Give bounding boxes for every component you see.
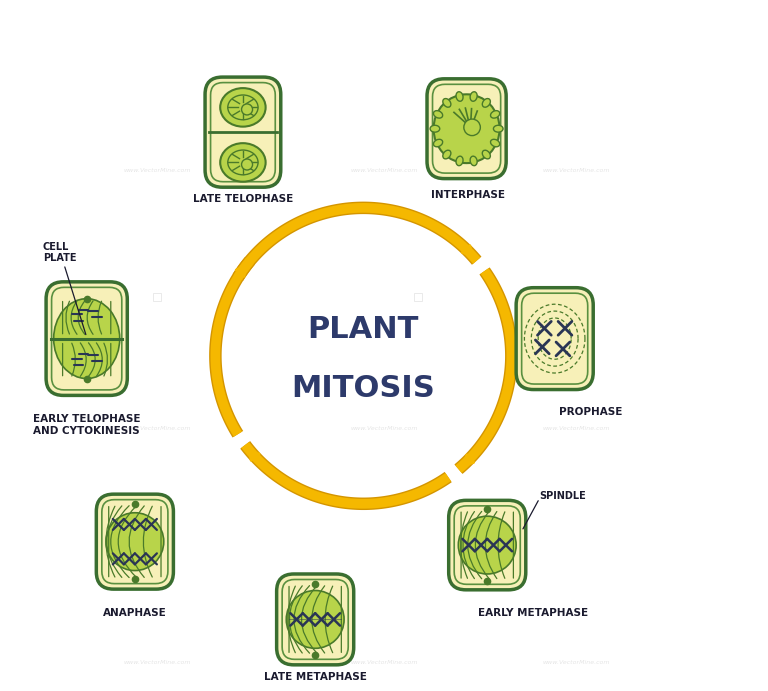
Text: PROPHASE: PROPHASE [560,408,623,417]
Text: CELL
PLATE: CELL PLATE [43,242,76,263]
FancyBboxPatch shape [276,574,354,665]
Text: INTERPHASE: INTERPHASE [431,190,505,200]
Ellipse shape [430,125,440,132]
Ellipse shape [434,94,500,163]
Ellipse shape [228,95,258,120]
Ellipse shape [456,156,463,166]
Ellipse shape [470,156,477,166]
Ellipse shape [493,125,503,132]
Text: ANAPHASE: ANAPHASE [103,608,167,618]
FancyBboxPatch shape [449,500,526,590]
Ellipse shape [433,111,442,118]
FancyBboxPatch shape [516,287,593,390]
Text: LATE METAPHASE: LATE METAPHASE [263,672,366,683]
Text: EARLY METAPHASE: EARLY METAPHASE [478,608,588,618]
Text: MITOSIS: MITOSIS [292,375,435,404]
Ellipse shape [286,591,344,648]
Ellipse shape [433,140,442,146]
Text: LATE TELOPHASE: LATE TELOPHASE [193,194,293,204]
Text: www.VectorMine.com: www.VectorMine.com [350,426,418,430]
Ellipse shape [220,88,266,126]
Ellipse shape [482,99,490,107]
FancyBboxPatch shape [96,494,174,589]
Text: EARLY TELOPHASE
AND CYTOKINESIS: EARLY TELOPHASE AND CYTOKINESIS [33,415,141,436]
Text: www.VectorMine.com: www.VectorMine.com [123,660,190,665]
Text: www.VectorMine.com: www.VectorMine.com [350,167,418,173]
Text: www.VectorMine.com: www.VectorMine.com [350,660,418,665]
Ellipse shape [458,516,516,574]
FancyBboxPatch shape [46,282,127,395]
Ellipse shape [54,299,120,379]
Ellipse shape [443,99,451,107]
Text: PLANT: PLANT [308,315,419,344]
Ellipse shape [464,119,480,135]
Ellipse shape [482,150,490,159]
Ellipse shape [228,150,258,175]
Ellipse shape [443,150,451,159]
Text: www.VectorMine.com: www.VectorMine.com [543,167,611,173]
Ellipse shape [491,111,500,118]
Text: www.VectorMine.com: www.VectorMine.com [123,426,190,430]
FancyBboxPatch shape [205,77,281,187]
Text: SPINDLE: SPINDLE [540,491,586,500]
Text: www.VectorMine.com: www.VectorMine.com [543,426,611,430]
Ellipse shape [106,513,164,571]
Ellipse shape [220,143,266,182]
Text: www.VectorMine.com: www.VectorMine.com [543,660,611,665]
Ellipse shape [456,92,463,102]
Ellipse shape [491,140,500,146]
Ellipse shape [470,92,477,102]
Ellipse shape [242,104,253,115]
FancyBboxPatch shape [427,79,506,178]
Text: www.VectorMine.com: www.VectorMine.com [123,167,190,173]
Ellipse shape [242,159,253,170]
